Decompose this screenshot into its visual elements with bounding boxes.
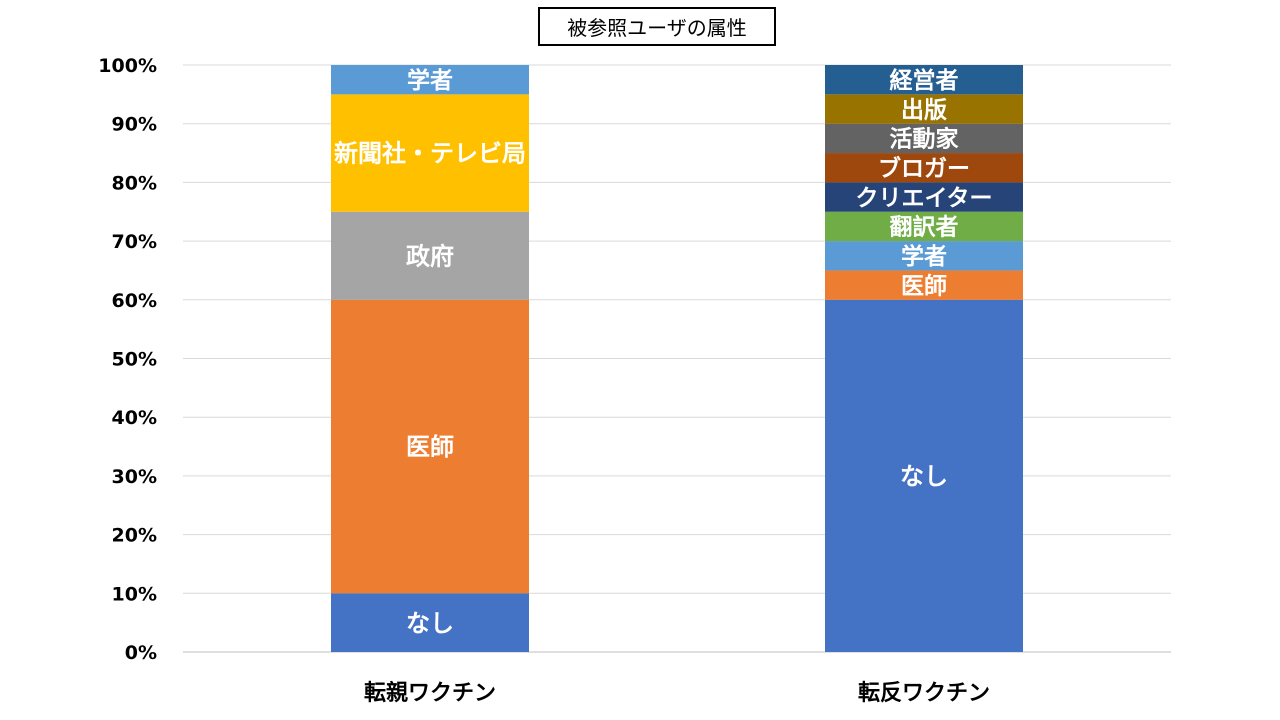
- bar-segment: [825, 211, 1023, 242]
- y-tick-label: 90%: [112, 114, 157, 136]
- bar-segment: [825, 94, 1023, 124]
- segment-label: 医師: [901, 272, 947, 299]
- bar-segment: [331, 299, 529, 594]
- segment-label: ブロガー: [878, 155, 970, 182]
- y-tick-label: 70%: [112, 231, 157, 253]
- bar-segment: [331, 211, 529, 300]
- y-tick-label: 80%: [112, 172, 157, 194]
- bar-segment: [825, 65, 1023, 95]
- y-tick-label: 40%: [112, 407, 157, 429]
- category-label: 転親ワクチン: [364, 680, 496, 706]
- segment-label: 活動家: [890, 126, 959, 153]
- segment-label: なし: [406, 609, 454, 637]
- segment-label: クリエイター: [855, 185, 992, 211]
- segment-label: 経営者: [890, 67, 959, 94]
- bar-segment: [825, 123, 1023, 154]
- y-tick-label: 20%: [112, 525, 157, 547]
- y-tick-label: 100%: [98, 55, 157, 77]
- segment-label: 学者: [407, 67, 453, 94]
- bar-segment: [825, 299, 1023, 652]
- chart-title: 被参照ユーザの属性: [538, 7, 776, 46]
- x-axis-categories: 転親ワクチン 転反ワクチン: [364, 680, 990, 706]
- y-tick-label: 0%: [125, 642, 157, 664]
- y-tick-label: 30%: [112, 466, 157, 488]
- segment-label: 新聞社・テレビ局: [334, 140, 526, 168]
- segment-label: 出版: [901, 96, 947, 123]
- y-tick-label: 50%: [112, 349, 157, 371]
- y-tick-label: 10%: [112, 583, 157, 605]
- bar-segment: [825, 241, 1023, 271]
- y-axis-ticks: 0% 10% 20% 30% 40% 50% 60% 70% 80% 90% 100%: [98, 55, 157, 664]
- bars: なし医師政府新聞社・テレビ局学者なし医師学者翻訳者クリエイターブロガー活動家出版…: [331, 65, 1023, 652]
- bar-segment: [331, 593, 529, 652]
- bar-segment: [825, 153, 1023, 183]
- segment-label: 学者: [901, 243, 947, 270]
- bar-segment: [825, 270, 1023, 300]
- category-label: 転反ワクチン: [858, 680, 990, 706]
- bar-segment: [825, 182, 1023, 212]
- segment-label: 翻訳者: [890, 214, 959, 241]
- y-tick-label: 60%: [112, 290, 157, 312]
- segment-label: 医師: [406, 433, 454, 461]
- bar-segment: [331, 94, 529, 212]
- segment-label: 政府: [406, 242, 454, 270]
- bar-segment: [331, 65, 529, 95]
- segment-label: なし: [900, 463, 948, 491]
